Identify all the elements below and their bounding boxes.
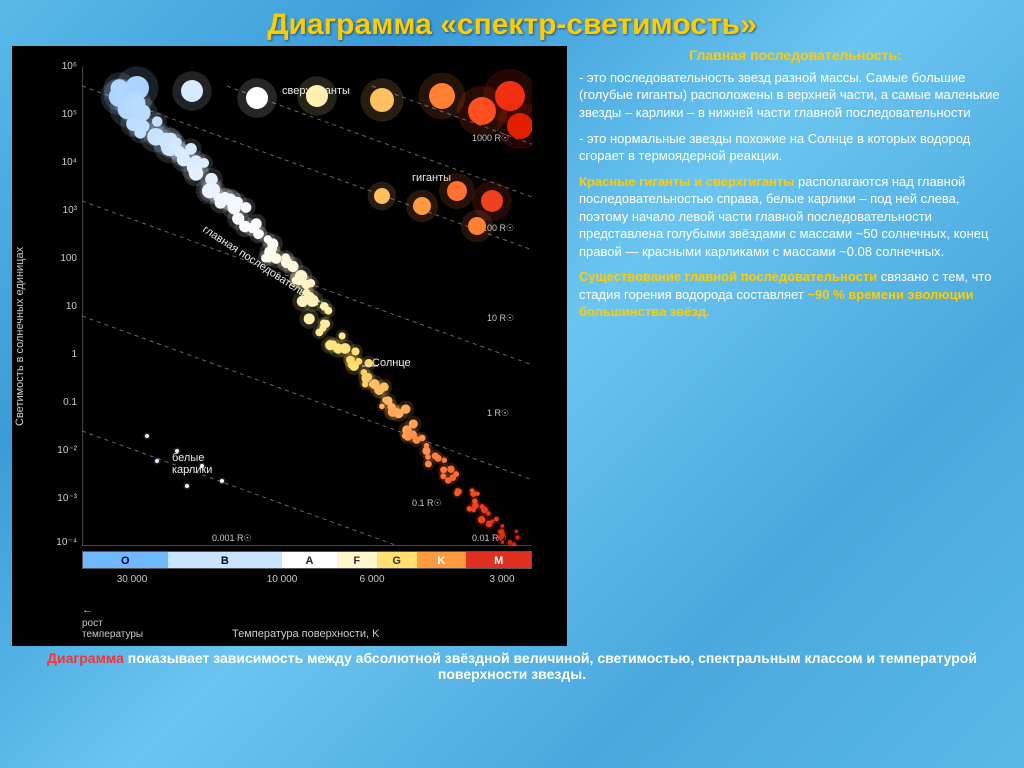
main-row: Светимость в солнечных единицах 1000 R☉1… (0, 46, 1024, 646)
y-axis-title: Светимость в солнечных единицах (14, 247, 26, 426)
spectral-class-O: O (83, 552, 168, 568)
y-tick: 0.1 (42, 397, 77, 408)
chart-wrap: Светимость в солнечных единицах 1000 R☉1… (12, 46, 567, 646)
x-axis-title: Температура поверхности, K (232, 628, 379, 640)
para-3: Красные гиганты и сверхгиганты располага… (579, 173, 1012, 261)
x-axis-arrow-label: рост температуры (82, 618, 143, 640)
x-tick: 30 000 (112, 574, 152, 585)
hr-diagram: Светимость в солнечных единицах 1000 R☉1… (12, 46, 567, 646)
x-tick: 10 000 (262, 574, 302, 585)
y-tick: 10⁵ (42, 109, 77, 120)
spectral-class-K: K (417, 552, 467, 568)
spectral-bar: OBAFGKM (82, 551, 532, 569)
spectral-class-M: M (466, 552, 531, 568)
footer-caption: Диаграмма показывает зависимость между а… (0, 646, 1024, 682)
svg-text:0.1 R☉: 0.1 R☉ (412, 498, 442, 508)
subtitle: Главная последовательность: (579, 46, 1012, 65)
spectral-class-F: F (337, 552, 377, 568)
y-tick: 10³ (42, 205, 77, 216)
spectral-class-G: G (377, 552, 417, 568)
svg-text:белыекарлики: белыекарлики (172, 452, 212, 476)
y-tick: 1 (42, 349, 77, 360)
plot-area: 1000 R☉100 R☉10 R☉1 R☉0.1 R☉0.01 R☉0.001… (82, 66, 532, 546)
y-tick: 10 (42, 301, 77, 312)
x-tick: 6 000 (352, 574, 392, 585)
para-2: - это нормальные звезды похожие на Солнц… (579, 130, 1012, 165)
x-tick: 3 000 (482, 574, 522, 585)
spectral-class-B: B (168, 552, 282, 568)
spectral-class-A: A (282, 552, 337, 568)
svg-text:Солнце: Солнце (372, 357, 411, 369)
y-tick: 100 (42, 253, 77, 264)
page-title: Диаграмма «спектр-светимость» (0, 0, 1024, 46)
y-tick: 10⁶ (42, 61, 77, 72)
svg-text:0.001 R☉: 0.001 R☉ (212, 533, 252, 543)
y-tick: 10⁻³ (42, 493, 77, 504)
para-1: - это последовательность звезд разной ма… (579, 69, 1012, 122)
para-4: Существование главной последовательности… (579, 268, 1012, 321)
svg-text:10 R☉: 10 R☉ (487, 313, 514, 323)
y-tick: 10⁻² (42, 445, 77, 456)
explanation-column: Главная последовательность: - это послед… (579, 46, 1012, 646)
y-tick: 10⁻⁴ (42, 537, 77, 548)
y-tick: 10⁴ (42, 157, 77, 168)
svg-text:1 R☉: 1 R☉ (487, 408, 509, 418)
